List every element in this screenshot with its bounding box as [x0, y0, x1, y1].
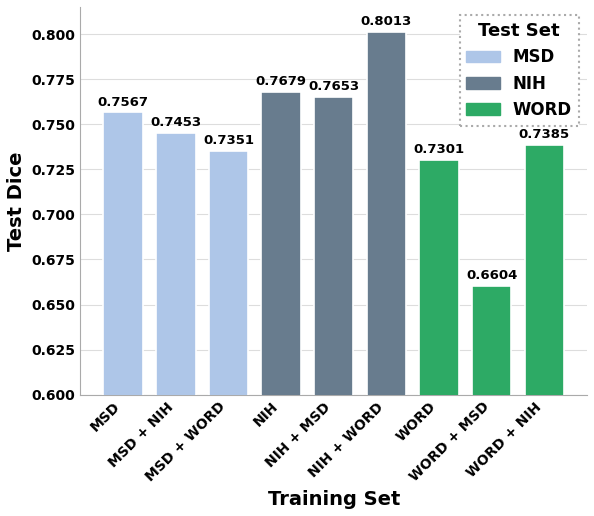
Bar [261, 92, 301, 516]
Bar [314, 96, 353, 516]
Text: 0.6604: 0.6604 [466, 269, 517, 282]
Text: 0.7351: 0.7351 [203, 135, 254, 148]
Legend: MSD, NIH, WORD: MSD, NIH, WORD [460, 15, 579, 125]
Bar [103, 112, 143, 516]
Text: 0.7301: 0.7301 [413, 143, 465, 156]
Bar [525, 145, 564, 516]
Text: 0.7567: 0.7567 [97, 95, 148, 108]
Bar [366, 31, 406, 516]
Bar [156, 133, 195, 516]
Bar [472, 286, 511, 516]
Text: 0.8013: 0.8013 [361, 15, 412, 28]
Bar [419, 160, 459, 516]
Text: 0.7453: 0.7453 [150, 116, 201, 129]
Bar [208, 151, 248, 516]
X-axis label: Training Set: Training Set [267, 490, 400, 509]
Text: 0.7679: 0.7679 [255, 75, 307, 88]
Text: 0.7385: 0.7385 [519, 128, 570, 141]
Y-axis label: Test Dice: Test Dice [7, 151, 26, 251]
Text: 0.7653: 0.7653 [308, 80, 359, 93]
